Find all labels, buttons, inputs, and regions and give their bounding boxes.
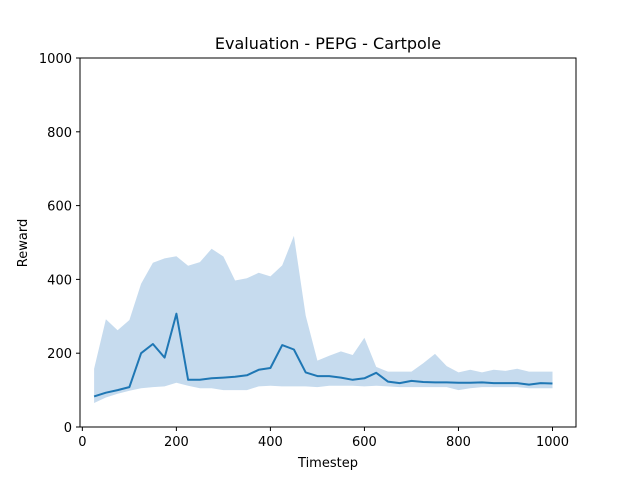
y-tick-label: 800 [47,126,72,141]
y-axis: 0 200 400 600 800 1000 [39,52,80,436]
x-tick-label: 200 [164,435,189,450]
y-tick-label: 200 [47,347,72,362]
y-axis-label: Reward [16,219,31,267]
x-axis: 0 200 400 600 800 1000 [78,427,569,450]
y-tick-label: 400 [47,273,72,288]
x-tick-label: 1000 [536,435,569,450]
y-tick-label: 1000 [39,52,72,67]
y-tick-label: 600 [47,200,72,215]
x-tick-label: 400 [258,435,283,450]
x-tick-label: 800 [446,435,471,450]
series-line-0 [93,312,553,398]
confidence-band [94,235,553,403]
chart-title: Evaluation - PEPG - Cartpole [215,34,441,53]
x-tick-label: 0 [78,435,86,450]
x-axis-label: Timestep [297,456,358,471]
plot-area [93,235,553,403]
plot-frame [79,57,577,428]
y-tick-label: 0 [64,421,72,436]
x-tick-label: 600 [352,435,377,450]
